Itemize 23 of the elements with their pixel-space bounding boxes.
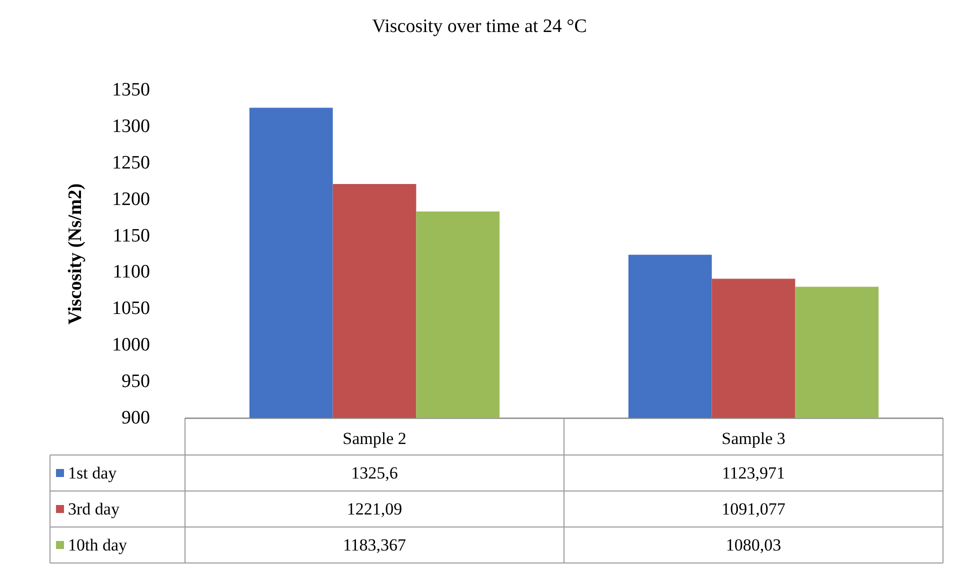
chart-title: Viscosity over time at 24 °C — [372, 16, 587, 37]
y-tick-label: 1250 — [112, 152, 150, 174]
y-tick-label: 1350 — [112, 80, 150, 100]
y-tick-label: 900 — [122, 408, 150, 428]
y-tick-label: 1000 — [112, 334, 150, 356]
data-label: 1123,971 — [722, 464, 786, 482]
data-label: 1080,03 — [726, 536, 782, 554]
data-label: 1091,077 — [722, 500, 786, 518]
x-tick-label: Sample 2 — [342, 429, 406, 448]
legend-label: 10th day — [68, 536, 128, 554]
data-label: 1183,367 — [342, 536, 407, 554]
y-tick-label: 1200 — [112, 188, 150, 210]
y-tick-label: 950 — [122, 371, 150, 392]
y-tick-label: 1150 — [112, 225, 150, 246]
data-label: 1221,09 — [346, 500, 402, 518]
y-axis-title: Viscosity (Ns/m2) — [65, 183, 86, 325]
data-label: 1325,6 — [351, 464, 398, 482]
x-tick-label: Sample 3 — [722, 429, 786, 448]
legend-label: 3rd day — [68, 500, 120, 518]
y-tick-label: 1050 — [112, 298, 150, 320]
legend-label: 1st day — [68, 464, 118, 482]
y-tick-label: 1100 — [112, 262, 150, 283]
y-tick-label: 1300 — [112, 116, 150, 137]
